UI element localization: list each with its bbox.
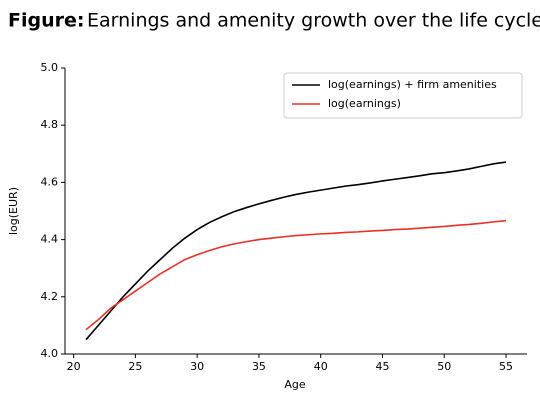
y-tick-label: 4.2 [41, 290, 59, 303]
x-tick-label: 45 [375, 360, 389, 373]
y-tick-label: 4.8 [41, 118, 59, 131]
legend-box [283, 72, 523, 119]
x-tick-label: 50 [437, 360, 451, 373]
x-tick-label: 25 [128, 360, 142, 373]
y-tick-label: 4.6 [41, 175, 59, 188]
y-tick-label: 5.0 [41, 61, 59, 74]
x-tick-label: 40 [314, 360, 328, 373]
y-tick-label: 4.4 [41, 233, 59, 246]
chart-title: Earnings and amenity growth over the lif… [87, 10, 540, 32]
line-series [85, 161, 507, 341]
x-tick-label: 20 [67, 360, 81, 373]
legend-label: log(earnings) [328, 97, 401, 110]
x-axis-label: Age [284, 378, 306, 391]
x-tick-label: 35 [252, 360, 266, 373]
legend-label: log(earnings) + firm amenities [328, 78, 497, 91]
y-tick-label: 4.0 [41, 347, 59, 360]
figure-label: Figure: [8, 10, 84, 32]
x-tick-label: 55 [499, 360, 513, 373]
y-axis-label: log(EUR) [7, 187, 20, 235]
line-series [85, 219, 507, 331]
x-tick-label: 30 [190, 360, 204, 373]
